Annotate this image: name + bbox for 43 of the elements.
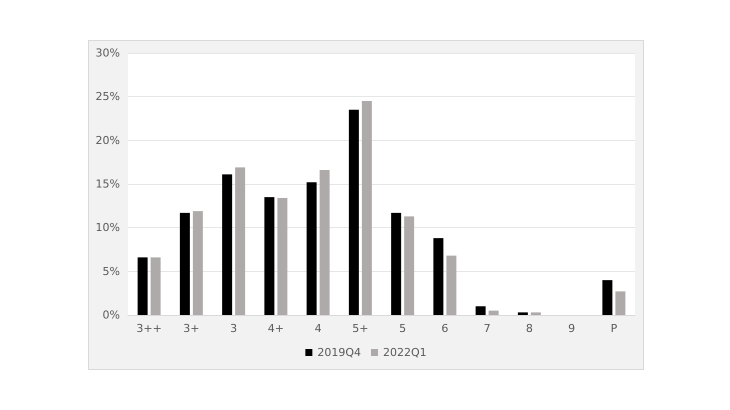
x-tick-label: 3+ — [183, 322, 200, 335]
y-tick-label: 30% — [96, 46, 120, 60]
bar — [138, 257, 148, 315]
legend-label: 2019Q4 — [317, 346, 362, 359]
bar — [222, 174, 232, 315]
bar — [320, 170, 330, 315]
y-tick-label: 5% — [102, 264, 120, 278]
x-tick-label: 9 — [568, 322, 576, 335]
bar — [150, 257, 161, 315]
bar — [602, 280, 612, 315]
x-tick-label: 3 — [230, 322, 238, 335]
bar — [277, 198, 288, 315]
bar — [348, 110, 359, 315]
bar — [180, 212, 190, 315]
bar — [446, 256, 456, 315]
x-tick-label: 5 — [399, 322, 406, 335]
x-tick-label: 4 — [314, 322, 322, 335]
y-tick-label: 0% — [102, 308, 120, 322]
bar — [530, 312, 541, 315]
x-tick-label: P — [610, 322, 618, 335]
y-tick-label: 25% — [96, 90, 120, 104]
bar — [391, 212, 402, 315]
bar — [235, 167, 246, 315]
x-tick-label: 6 — [441, 322, 448, 335]
x-tick-label: 3++ — [136, 322, 162, 335]
bar — [192, 211, 203, 315]
bar — [433, 238, 444, 315]
x-tick-label: 5+ — [352, 322, 368, 335]
bar — [518, 312, 528, 315]
y-tick-label: 10% — [96, 221, 120, 234]
bar — [264, 197, 274, 315]
bar — [488, 310, 499, 315]
bar — [476, 306, 486, 315]
bar — [306, 182, 317, 315]
bar — [404, 216, 414, 315]
legend-label: 2022Q1 — [383, 346, 427, 359]
y-tick-label: 20% — [96, 134, 120, 147]
x-tick-label: 4+ — [268, 322, 284, 335]
y-tick-label: 15% — [96, 178, 120, 190]
x-tick-label: 7 — [484, 322, 491, 335]
bar — [615, 291, 626, 315]
x-tick-label: 8 — [526, 322, 533, 335]
bar — [362, 101, 372, 315]
